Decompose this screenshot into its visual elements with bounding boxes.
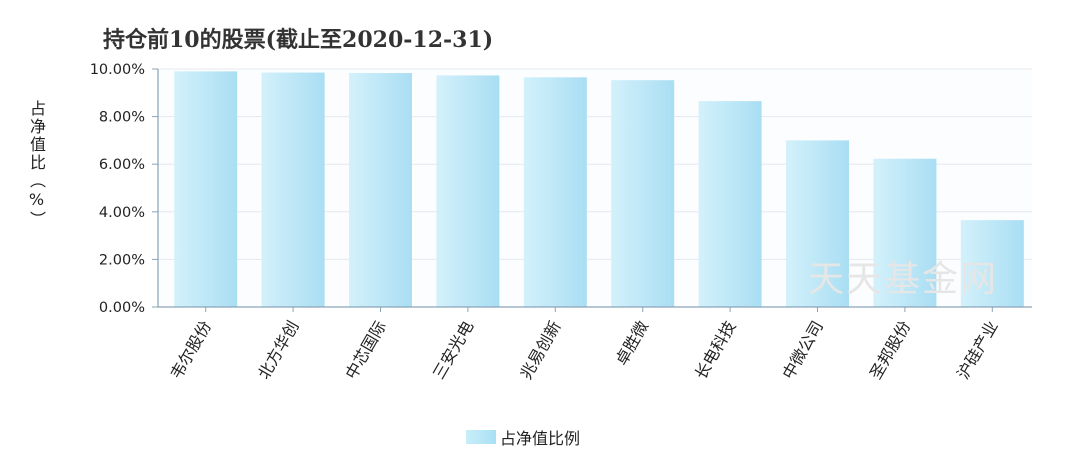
bar[interactable] <box>960 220 1024 307</box>
x-tick-label: 兆易创新 <box>516 318 564 383</box>
x-tick-label: 北方华创 <box>254 318 302 383</box>
bar[interactable] <box>523 77 587 307</box>
y-tick-label: 0.00% <box>99 300 145 316</box>
watermark: 天天基金网 <box>808 259 999 300</box>
x-tick-label: 中芯国际 <box>342 318 390 383</box>
y-tick-label: 8.00% <box>99 110 145 126</box>
bar[interactable] <box>786 140 849 307</box>
legend-swatch <box>466 430 496 444</box>
chart-title: 持仓前10的股票(截止至2020-12-31) <box>103 27 494 53</box>
y-axis-label: 占净值比（%） <box>27 100 46 229</box>
y-tick-label: 6.00% <box>99 157 145 173</box>
bar[interactable] <box>261 72 325 307</box>
bar[interactable] <box>873 158 937 307</box>
bar[interactable] <box>349 73 412 308</box>
bar[interactable] <box>698 101 762 307</box>
legend-label: 占净值比例 <box>500 429 581 448</box>
bar[interactable] <box>611 80 675 307</box>
x-tick-label: 中微公司 <box>779 318 827 383</box>
x-tick-label: 卓胜微 <box>612 318 652 369</box>
x-tick-label: 圣邦股份 <box>866 318 914 383</box>
x-tick-label: 三安光电 <box>429 318 477 383</box>
x-tick-label: 韦尔股份 <box>167 318 215 383</box>
y-tick-label: 10.00% <box>90 62 145 78</box>
x-tick-label: 长电科技 <box>691 318 739 383</box>
y-tick-label: 2.00% <box>99 252 145 268</box>
legend[interactable]: 占净值比例 <box>466 427 581 448</box>
bar[interactable] <box>436 75 500 308</box>
y-tick-label: 4.00% <box>99 205 145 221</box>
x-tick-label: 沪硅产业 <box>953 318 1001 383</box>
bar[interactable] <box>174 71 238 307</box>
